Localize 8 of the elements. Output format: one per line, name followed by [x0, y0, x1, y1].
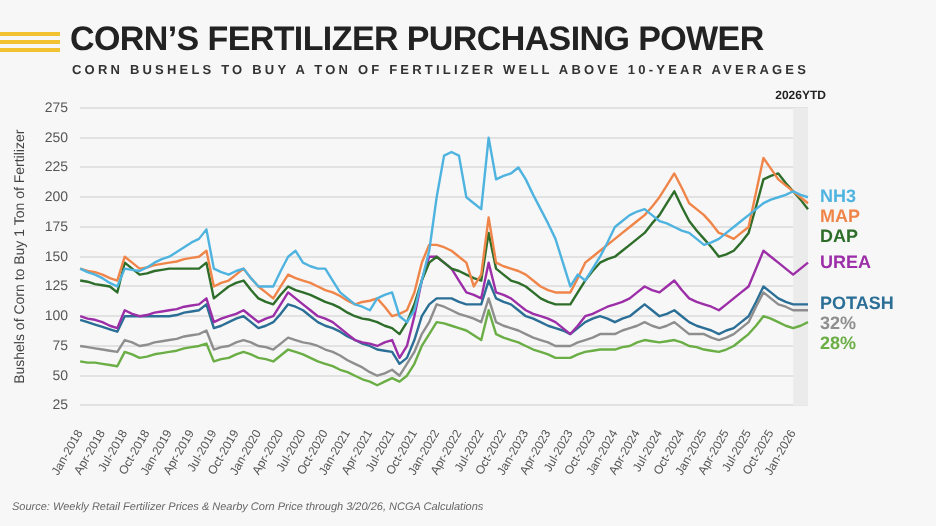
series-label: 28%: [820, 333, 857, 354]
series-label: DAP: [820, 226, 859, 247]
series-label: NH3: [820, 186, 857, 207]
series-label: POTASH: [820, 293, 894, 314]
series-label: 32%: [820, 313, 857, 334]
series-label: UREA: [820, 251, 872, 272]
series-label: MAP: [820, 206, 860, 227]
chart-title: CORN’S FERTILIZER PURCHASING POWER: [70, 20, 764, 60]
